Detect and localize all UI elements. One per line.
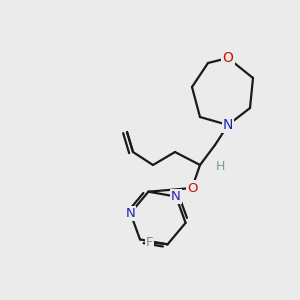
Text: O: O — [187, 182, 197, 194]
Text: F: F — [146, 236, 153, 249]
Text: H: H — [215, 160, 225, 173]
Text: O: O — [223, 51, 233, 65]
Text: N: N — [223, 118, 233, 132]
Text: N: N — [126, 207, 135, 220]
Text: N: N — [171, 190, 181, 203]
